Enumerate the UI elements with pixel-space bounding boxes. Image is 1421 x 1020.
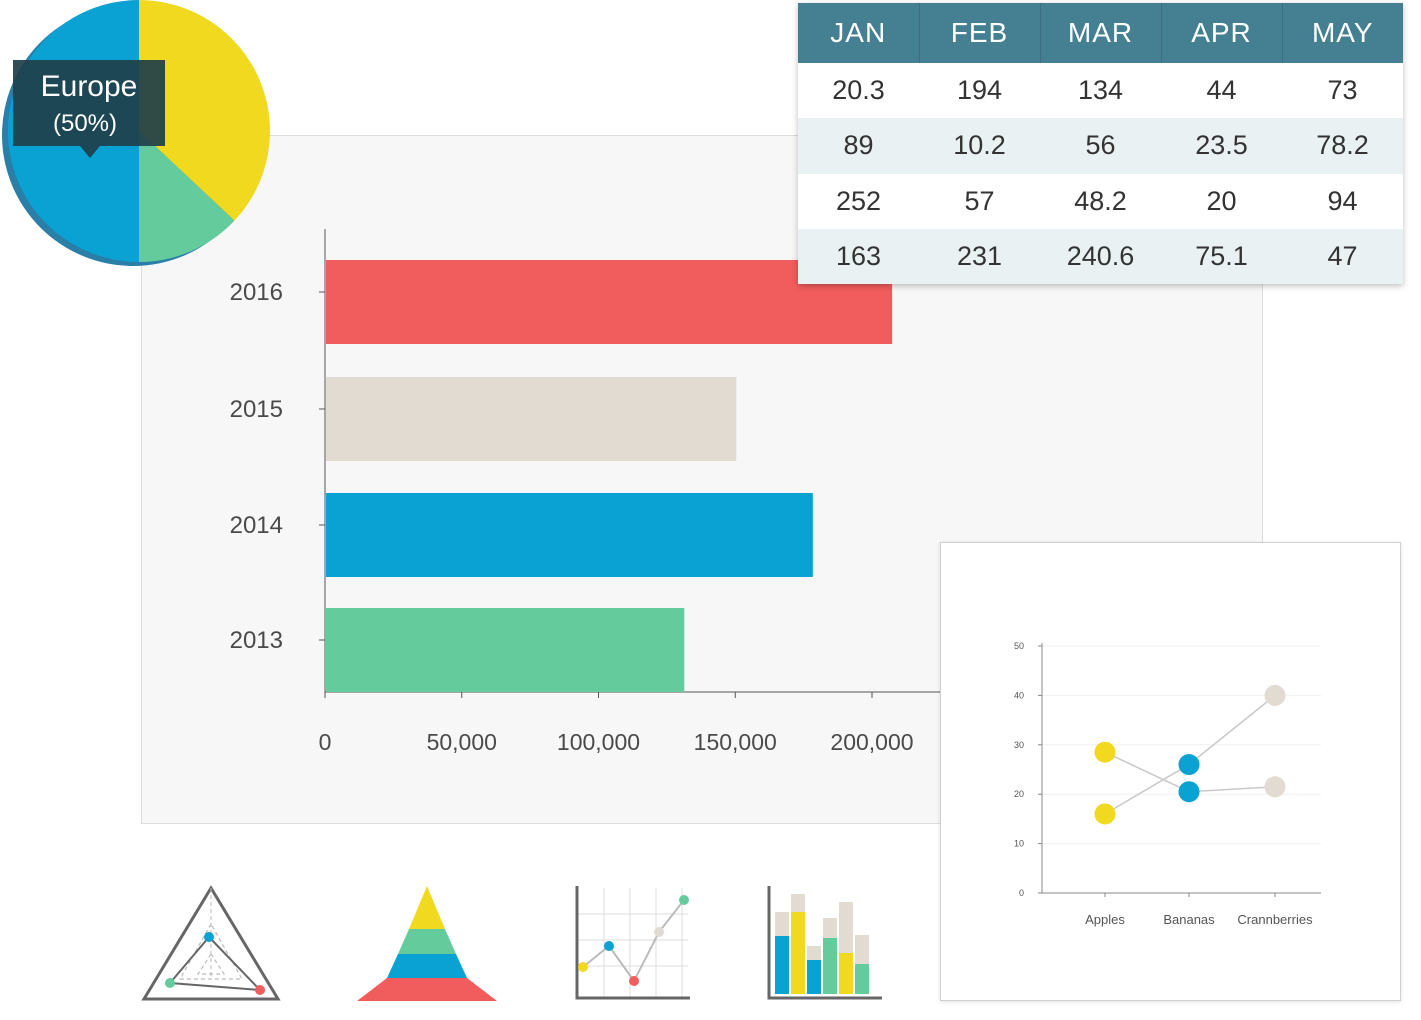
radar-chart-icon[interactable] — [140, 884, 282, 1004]
x-tick-label: 100,000 — [557, 729, 640, 755]
x-tick-label: 50,000 — [427, 729, 497, 755]
tooltip-box — [13, 60, 165, 146]
line-chart-card: 0 10 20 30 40 50 Apples Bananas Crannberries — [940, 542, 1401, 1001]
stacked-bar-chart-icon[interactable] — [766, 884, 884, 1002]
bar-2016 — [326, 260, 893, 344]
data-point — [1264, 776, 1286, 798]
table-cell: 231 — [919, 228, 1040, 284]
y-tick-label: 40 — [1014, 690, 1024, 700]
table-cell: 48.2 — [1074, 185, 1127, 216]
y-tick-label: 2014 — [230, 512, 283, 539]
bar-2013 — [326, 608, 685, 692]
column-header-mar: MAR — [1039, 3, 1161, 63]
table-row: 163 231 240.6 75.1 47 — [798, 228, 1403, 284]
y-tick-label: 50 — [1014, 641, 1024, 651]
table-cell: 20.3 — [832, 75, 885, 106]
data-point — [1094, 803, 1116, 825]
data-point — [1094, 741, 1116, 763]
tooltip-value: (50%) — [53, 110, 117, 137]
line-chart-icon[interactable] — [574, 884, 692, 1002]
table-cell: 78.2 — [1282, 118, 1403, 174]
table-cell: 44 — [1206, 75, 1237, 106]
x-tick-label: 200,000 — [830, 729, 913, 755]
x-tick-label: 150,000 — [694, 729, 777, 755]
y-tick-label: 2013 — [230, 627, 283, 654]
data-point — [1178, 754, 1200, 776]
horizontal-bar-chart: 2016 2015 2014 2013 0 50,000 100,000 150,000 200… — [230, 229, 942, 755]
x-tick-label: Apples — [1085, 912, 1125, 927]
pie-slice-slice-2 — [139, 131, 235, 262]
table-cell: 47 — [1282, 228, 1403, 284]
data-point — [1264, 684, 1286, 706]
pie-slice-slice-1 — [139, 0, 270, 221]
table-row: 20.3 194 134 44 73 — [798, 63, 1403, 118]
column-header-apr: APR — [1160, 3, 1282, 63]
y-tick-label: 20 — [1014, 789, 1024, 799]
table-cell: 240.6 — [1040, 228, 1161, 284]
table-header-row: JAN FEB MAR APR MAY — [798, 3, 1403, 63]
table-cell: 252 — [835, 185, 882, 216]
table-cell: 20 — [1206, 185, 1237, 216]
table-cell: 194 — [956, 75, 1003, 106]
table-cell: 75.1 — [1161, 228, 1282, 284]
column-header-may: MAY — [1281, 3, 1403, 63]
table-cell: 57 — [964, 185, 995, 216]
table-cell: 94 — [1327, 185, 1358, 216]
y-tick-label: 30 — [1014, 740, 1024, 750]
monthly-data-table: JAN FEB MAR APR MAY 20.3 194 134 44 73 89 10.2 56 23… — [798, 3, 1403, 284]
fruit-line-chart: 0 10 20 30 40 50 Apples Bananas Crannberries — [1014, 641, 1321, 927]
x-tick-label: 0 — [319, 729, 332, 755]
table-row: 252 57 48.2 20 94 — [798, 174, 1403, 229]
table-cell: 73 — [1327, 75, 1358, 106]
tooltip-label: Europe — [41, 70, 138, 103]
tooltip-pointer — [80, 146, 100, 158]
y-tick-label: 2016 — [230, 279, 283, 306]
data-point — [1178, 781, 1200, 803]
x-tick-label: Crannberries — [1237, 912, 1313, 927]
bar-2015 — [326, 377, 737, 461]
pie-tooltip: Europe (50%) — [13, 60, 165, 158]
x-tick-label: Bananas — [1163, 912, 1215, 927]
table-row: 89 10.2 56 23.5 78.2 — [798, 118, 1403, 174]
pie-chart: Europe (50%) — [0, 0, 275, 270]
column-header-feb: FEB — [918, 3, 1040, 63]
bar-2014 — [326, 493, 813, 577]
y-tick-label: 0 — [1019, 888, 1024, 898]
y-tick-label: 2015 — [230, 396, 283, 423]
table-cell: 89 — [798, 118, 919, 174]
pyramid-chart-icon[interactable] — [355, 884, 499, 1002]
table-cell: 134 — [1077, 75, 1124, 106]
column-header-jan: JAN — [798, 3, 919, 63]
table-cell: 56 — [1040, 118, 1161, 174]
table-cell: 10.2 — [919, 118, 1040, 174]
table-cell: 163 — [798, 228, 919, 284]
table-cell: 23.5 — [1161, 118, 1282, 174]
y-tick-label: 10 — [1014, 839, 1024, 849]
